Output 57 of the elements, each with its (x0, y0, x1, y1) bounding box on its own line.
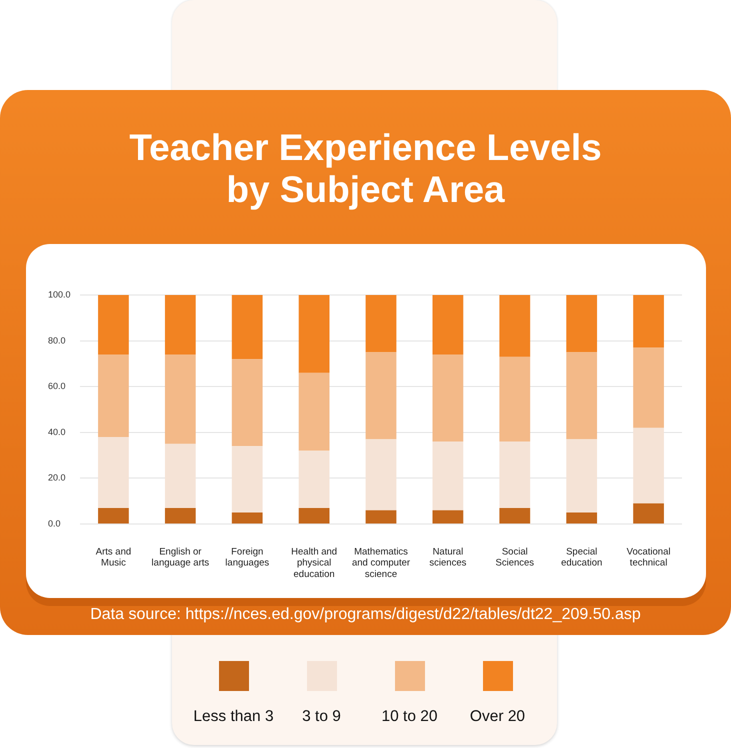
bar (366, 439, 396, 510)
bar (298, 295, 330, 373)
bar (164, 444, 196, 508)
x-tick-label: English or language arts (152, 546, 210, 569)
x-tick-label: Arts and Music (96, 546, 132, 569)
bar (432, 295, 464, 355)
legend-label: Over 20 (470, 708, 526, 726)
x-tick-label: Special education (561, 546, 602, 569)
bar (566, 512, 598, 524)
bar (633, 348, 664, 428)
bar (566, 439, 598, 513)
bar (298, 508, 330, 524)
bar (164, 354, 196, 444)
bar (366, 510, 396, 524)
bar (432, 442, 464, 510)
bar (566, 352, 598, 440)
legend-label: 10 to 20 (381, 708, 438, 726)
bar (164, 508, 196, 524)
bar (232, 295, 263, 360)
x-tick-label: Natural sciences (429, 546, 467, 569)
bar (499, 295, 530, 357)
x-tick-label: Social Sciences (495, 546, 534, 569)
bar (98, 354, 129, 437)
y-tick-label: 20.0 (48, 472, 66, 483)
bar (232, 359, 263, 446)
bar (432, 510, 464, 524)
bar (432, 354, 464, 442)
bar (499, 508, 530, 524)
bar (633, 428, 664, 504)
bar (366, 352, 396, 440)
y-tick-label: 60.0 (48, 381, 66, 392)
bar (164, 295, 196, 355)
bar (98, 436, 129, 508)
bar (98, 295, 129, 355)
legend-label: Less than 3 (193, 708, 274, 726)
bar (98, 508, 129, 524)
chart-title: Teacher Experience Levels by Subject Area (128, 127, 603, 211)
x-tick-label: Health and physical education (291, 546, 338, 580)
x-tick-label: Mathematics and computer science (352, 546, 410, 580)
bar (232, 446, 263, 513)
bar (298, 372, 330, 451)
source-note: Data source: https://nces.ed.gov/programs/digest/d22/tables/dt22_209.50.asp (89, 605, 642, 625)
bar (298, 450, 330, 508)
bar (499, 442, 530, 508)
bar (499, 356, 530, 442)
bar (366, 295, 396, 352)
bar (633, 503, 664, 524)
x-tick-label: Foreign languages (225, 546, 270, 569)
bar (232, 512, 263, 524)
bar (633, 295, 664, 348)
y-tick-label: 80.0 (48, 335, 66, 346)
y-tick-label: 0.0 (48, 518, 61, 528)
bar (566, 295, 598, 352)
y-tick-label: 40.0 (48, 426, 66, 437)
x-tick-label: Vocational technical (626, 546, 670, 569)
y-tick-label: 100.0 (48, 289, 71, 300)
legend-label: 3 to 9 (302, 708, 341, 726)
